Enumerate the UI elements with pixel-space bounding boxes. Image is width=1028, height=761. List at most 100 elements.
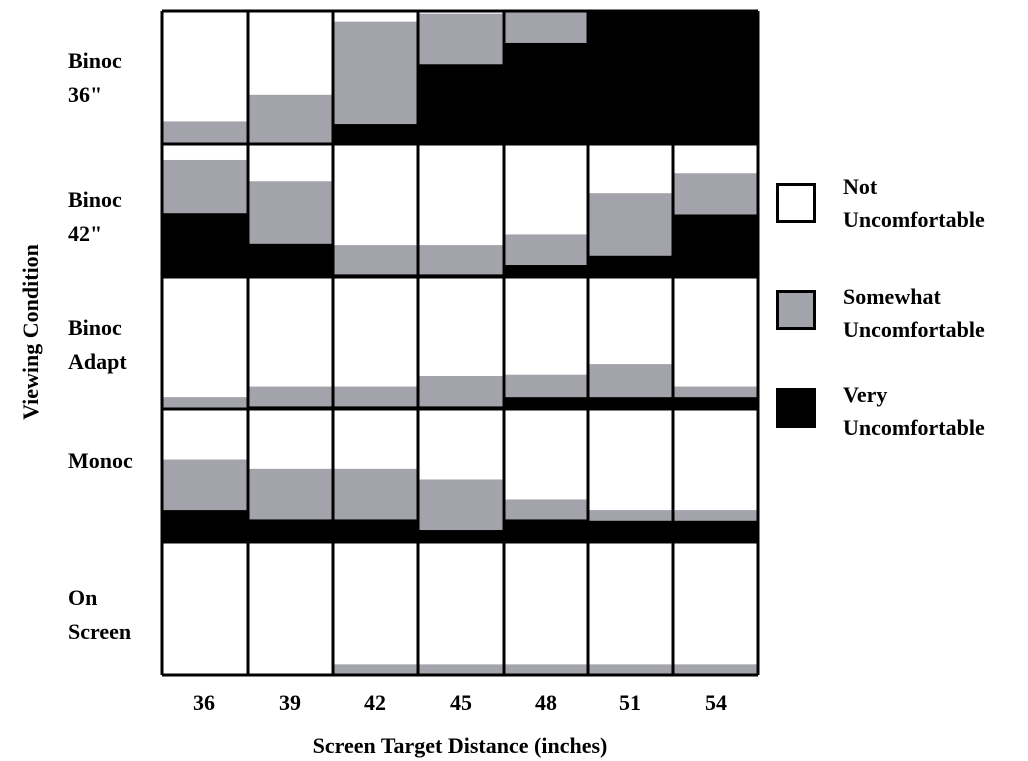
row-label-monoc: Monoc (68, 444, 133, 478)
x-tick-label: 51 (619, 690, 641, 715)
segment-very-uncomfortable (673, 11, 758, 144)
segment-not-uncomfortable (588, 542, 673, 665)
segment-not-uncomfortable (504, 409, 588, 500)
segment-somewhat-uncomfortable (588, 664, 673, 675)
segment-somewhat-uncomfortable (504, 664, 588, 675)
segment-very-uncomfortable (333, 519, 418, 542)
segment-not-uncomfortable (333, 542, 418, 665)
segment-somewhat-uncomfortable (333, 664, 418, 675)
row-label-binoc-42: Binoc 42" (68, 183, 122, 251)
segment-not-uncomfortable (333, 11, 418, 22)
segment-somewhat-uncomfortable (673, 173, 758, 215)
y-axis-title: Viewing Condition (18, 244, 43, 420)
segment-not-uncomfortable (248, 277, 333, 387)
segment-somewhat-uncomfortable (162, 459, 248, 511)
segment-not-uncomfortable (248, 11, 333, 95)
segment-somewhat-uncomfortable (418, 479, 504, 531)
segment-very-uncomfortable (418, 530, 504, 542)
segment-somewhat-uncomfortable (333, 21, 418, 125)
segment-very-uncomfortable (418, 64, 504, 144)
x-tick-label: 39 (279, 690, 301, 715)
segment-not-uncomfortable (418, 277, 504, 376)
legend-label-line1: Not (843, 174, 878, 199)
segment-very-uncomfortable (673, 214, 758, 277)
row-label-on-screen: On Screen (68, 581, 131, 649)
segment-very-uncomfortable (504, 265, 588, 277)
segment-not-uncomfortable (588, 277, 673, 365)
segment-somewhat-uncomfortable (162, 121, 248, 143)
legend-label-line2: Uncomfortable (843, 415, 985, 440)
segment-not-uncomfortable (504, 542, 588, 665)
segment-very-uncomfortable (673, 520, 758, 542)
segment-very-uncomfortable (673, 397, 758, 409)
segment-not-uncomfortable (162, 144, 248, 160)
segment-somewhat-uncomfortable (418, 664, 504, 675)
segment-somewhat-uncomfortable (248, 181, 333, 244)
segment-very-uncomfortable (333, 124, 418, 144)
segment-somewhat-uncomfortable (248, 468, 333, 520)
legend-label-line1: Very (843, 382, 888, 407)
segment-somewhat-uncomfortable (248, 386, 333, 407)
segment-very-uncomfortable (588, 11, 673, 144)
segment-very-uncomfortable (504, 42, 588, 144)
legend-label-line2: Uncomfortable (843, 317, 985, 342)
row-label-line1: Monoc (68, 448, 133, 473)
segment-very-uncomfortable (504, 397, 588, 409)
segment-not-uncomfortable (248, 542, 333, 675)
row-label-line1: Binoc (68, 315, 122, 340)
segment-not-uncomfortable (162, 11, 248, 122)
segment-not-uncomfortable (162, 409, 248, 460)
segment-not-uncomfortable (588, 409, 673, 511)
segment-somewhat-uncomfortable (504, 11, 588, 43)
segment-somewhat-uncomfortable (162, 159, 248, 214)
x-tick-label: 48 (535, 690, 557, 715)
segment-not-uncomfortable (504, 144, 588, 235)
legend-label-line2: Uncomfortable (843, 207, 985, 232)
segment-not-uncomfortable (418, 409, 504, 480)
legend-swatch (776, 388, 816, 428)
row-label-line1: On (68, 585, 98, 610)
segment-somewhat-uncomfortable (162, 397, 248, 408)
segment-somewhat-uncomfortable (418, 245, 504, 275)
x-axis-title: Screen Target Distance (inches) (312, 733, 608, 758)
segment-not-uncomfortable (418, 144, 504, 246)
row-label-line1: Binoc (68, 48, 122, 73)
row-label-line2: Screen (68, 619, 132, 644)
segment-very-uncomfortable (162, 213, 248, 277)
legend-label: Somewhat Uncomfortable (843, 280, 985, 346)
segment-not-uncomfortable (248, 409, 333, 469)
segment-very-uncomfortable (248, 243, 333, 277)
segment-not-uncomfortable (673, 542, 758, 665)
segment-somewhat-uncomfortable (588, 510, 673, 521)
segment-somewhat-uncomfortable (504, 499, 588, 520)
segment-somewhat-uncomfortable (673, 386, 758, 398)
segment-not-uncomfortable (418, 542, 504, 665)
legend-swatch (776, 183, 816, 223)
segment-somewhat-uncomfortable (333, 468, 418, 520)
x-tick-label: 45 (450, 690, 472, 715)
segment-somewhat-uncomfortable (504, 234, 588, 266)
segment-not-uncomfortable (333, 409, 418, 469)
segment-somewhat-uncomfortable (333, 386, 418, 407)
segment-not-uncomfortable (248, 144, 333, 182)
segment-very-uncomfortable (588, 397, 673, 409)
row-label-line2: 36" (68, 82, 103, 107)
segment-not-uncomfortable (333, 144, 418, 246)
row-label-line1: Binoc (68, 187, 122, 212)
segment-somewhat-uncomfortable (333, 245, 418, 275)
legend-label: Very Uncomfortable (843, 378, 985, 444)
row-label-binoc-adapt: Binoc Adapt (68, 311, 127, 379)
segment-very-uncomfortable (162, 510, 248, 542)
segment-somewhat-uncomfortable (418, 376, 504, 407)
row-label-line2: 42" (68, 221, 103, 246)
segment-very-uncomfortable (504, 519, 588, 542)
segment-somewhat-uncomfortable (673, 510, 758, 521)
segment-somewhat-uncomfortable (588, 193, 673, 256)
segment-not-uncomfortable (588, 144, 673, 194)
legend-label-line1: Somewhat (843, 284, 941, 309)
segment-not-uncomfortable (162, 277, 248, 398)
segment-not-uncomfortable (504, 277, 588, 375)
segment-very-uncomfortable (588, 255, 673, 277)
segment-somewhat-uncomfortable (588, 364, 673, 398)
